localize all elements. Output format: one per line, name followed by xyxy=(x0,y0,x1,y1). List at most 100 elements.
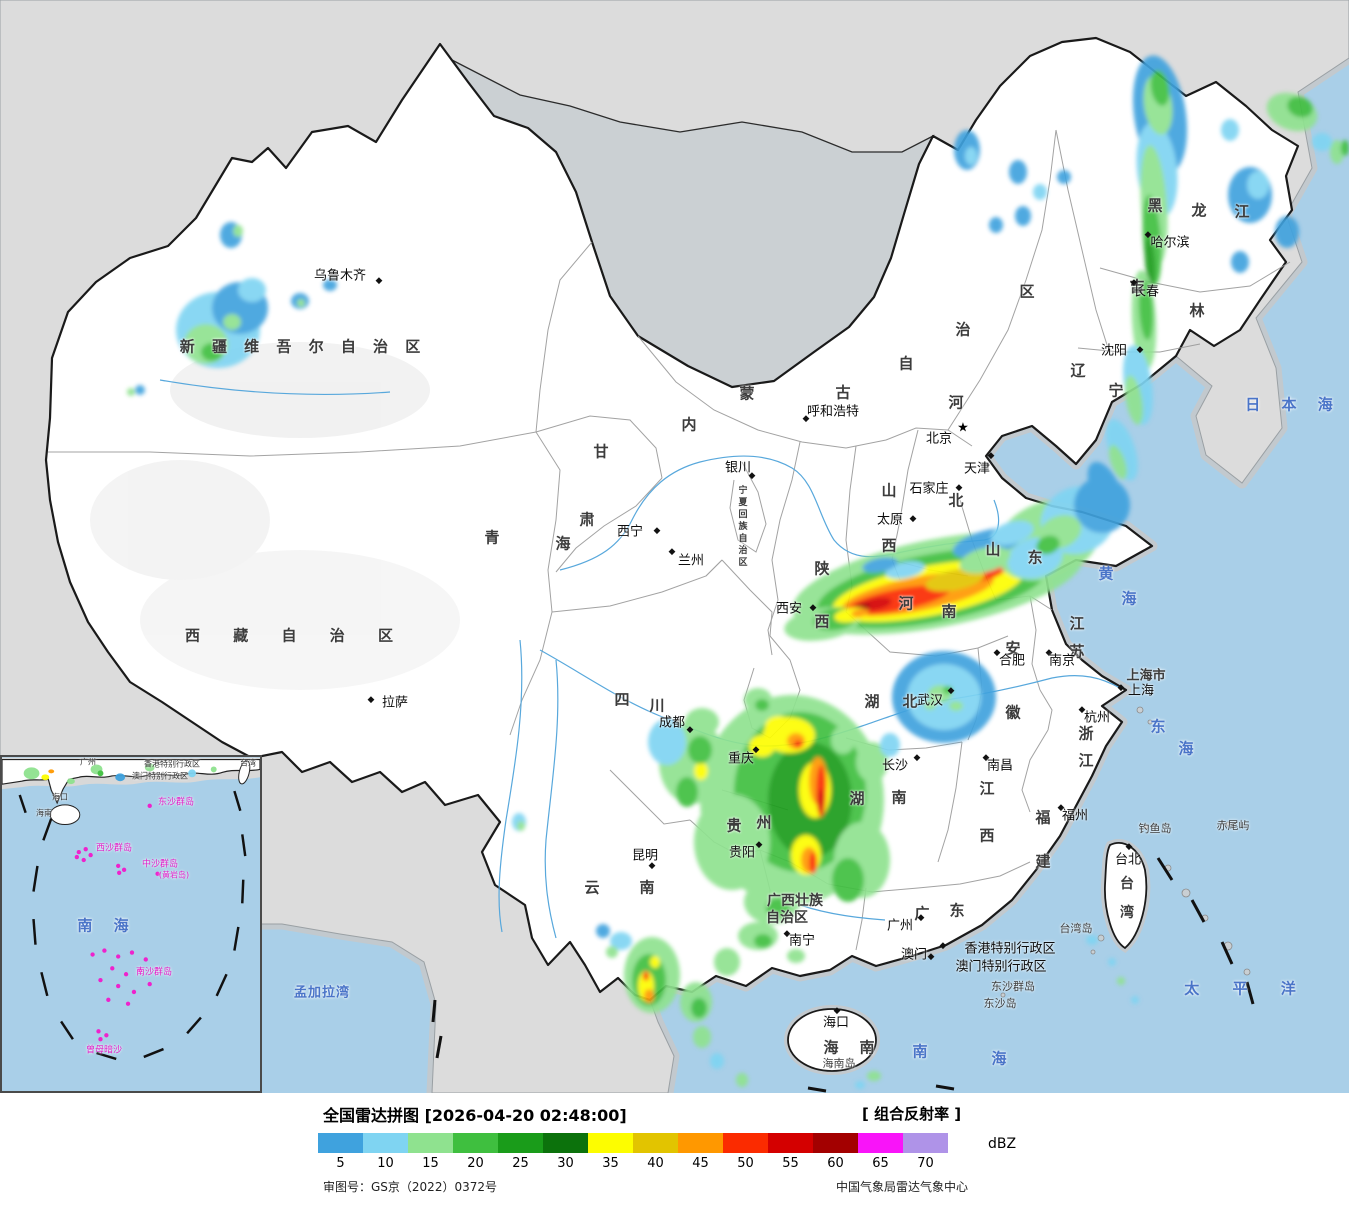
radar-echo-5dbz xyxy=(115,773,126,782)
scale-value-15: 15 xyxy=(422,1156,439,1171)
radar-echo-15dbz xyxy=(1108,444,1128,480)
island-symbol xyxy=(88,852,93,858)
radar-echo-10dbz xyxy=(855,1081,865,1089)
radar-echo-15dbz xyxy=(856,742,888,782)
scale-cell-50 xyxy=(723,1133,768,1153)
inset-china-coast xyxy=(2,758,260,805)
radar-echo-35dbz xyxy=(41,774,50,781)
radar-echo-20dbz xyxy=(832,858,864,902)
scale-cell-25 xyxy=(498,1133,543,1153)
island-symbol xyxy=(121,867,127,873)
island-symbol xyxy=(155,871,160,876)
island-symbol xyxy=(116,983,121,989)
radar-echo-15dbz xyxy=(694,794,770,890)
island-symbol xyxy=(90,952,95,957)
radar-echo-10dbz xyxy=(238,278,266,302)
radar-echo-50dbz xyxy=(643,971,649,981)
radar-echo-10dbz xyxy=(880,733,900,757)
island-symbol xyxy=(110,966,115,971)
province-borders xyxy=(48,129,1291,951)
radar-echo-15dbz xyxy=(1125,375,1143,425)
radar-echo-15dbz xyxy=(66,778,75,785)
radar-echo-10dbz xyxy=(648,719,686,765)
radar-echo-15dbz xyxy=(787,949,805,963)
scale-value-30: 30 xyxy=(557,1156,574,1171)
radar-echo-layer xyxy=(127,55,1349,1089)
radar-echo-5dbz xyxy=(1015,206,1031,226)
scale-cell-5 xyxy=(318,1133,363,1153)
radar-echo-5dbz xyxy=(1275,216,1299,248)
radar-echo-40dbz xyxy=(925,568,985,592)
radar-echo-15dbz xyxy=(210,766,217,773)
inset-dash-line xyxy=(18,790,247,1061)
radar-echo-20dbz xyxy=(97,770,104,777)
scale-value-65: 65 xyxy=(872,1156,889,1171)
radar-echo-25dbz xyxy=(1144,237,1156,287)
island-symbol xyxy=(76,849,81,855)
inset-ocean xyxy=(2,757,260,1091)
radar-echo-10dbz xyxy=(188,769,196,778)
scale-cell-55 xyxy=(768,1133,813,1153)
radar-echo-15dbz xyxy=(517,821,525,831)
island-symbol xyxy=(104,1033,109,1038)
radar-echo-10dbz xyxy=(1106,419,1138,481)
radar-echo-5dbz xyxy=(596,924,610,938)
radar-echo-20dbz xyxy=(201,343,223,361)
radar-echo-15dbz xyxy=(223,314,241,330)
radar-echo-45dbz xyxy=(48,769,55,774)
scale-value-25: 25 xyxy=(512,1156,529,1171)
radar-echo-20dbz xyxy=(1287,96,1313,118)
scale-value-5: 5 xyxy=(336,1156,345,1171)
scale-cell-70 xyxy=(903,1133,948,1153)
radar-echo-15dbz xyxy=(1117,977,1125,985)
inset-radar-echo-layer xyxy=(23,763,217,785)
inset-hainan xyxy=(49,804,81,826)
south-china-sea-inset-map: 南 海西沙群岛 中沙群岛 (黄岩岛) 南沙群岛 曾母暗沙 东沙群岛 广州 香港特别行政区 澳门特… xyxy=(0,755,262,1093)
org-name: 中国气象局雷达气象中心 xyxy=(836,1180,969,1194)
product-name: [ 组合反射率 ] xyxy=(862,1105,962,1123)
radar-echo-20dbz xyxy=(1150,70,1170,106)
radar-echo-20dbz xyxy=(755,699,769,711)
radar-echo-20dbz xyxy=(754,934,772,948)
scale-cell-15 xyxy=(408,1133,453,1153)
radar-echo-45dbz xyxy=(644,989,654,1003)
radar-echo-15dbz xyxy=(1330,140,1344,164)
radar-echo-20dbz xyxy=(943,686,953,694)
radar-echo-10dbz xyxy=(952,682,968,694)
island-symbol xyxy=(129,950,135,955)
island-symbol xyxy=(81,857,86,863)
island-symbol xyxy=(102,948,107,953)
dbz-unit-label: dBZ xyxy=(988,1136,1017,1152)
radar-echo-15dbz xyxy=(297,299,305,307)
radar-echo-15dbz xyxy=(924,700,936,710)
hainan-island xyxy=(784,1005,880,1075)
radar-echo-5dbz xyxy=(1231,251,1249,273)
scale-cell-60 xyxy=(813,1133,858,1153)
island-symbol xyxy=(123,972,129,977)
radar-echo-10dbz xyxy=(1312,133,1332,151)
radar-echo-55dbz xyxy=(818,789,824,813)
radar-echo-15dbz xyxy=(685,708,719,736)
radar-echo-35dbz xyxy=(765,716,793,736)
scale-cell-20 xyxy=(453,1133,498,1153)
radar-echo-45dbz xyxy=(851,608,869,618)
island-symbol xyxy=(125,1001,131,1006)
island-symbol xyxy=(98,977,103,983)
radar-echo-15dbz xyxy=(693,1026,711,1048)
scale-value-10: 10 xyxy=(377,1156,394,1171)
radar-echo-35dbz xyxy=(650,956,660,968)
island-symbol xyxy=(147,803,152,808)
radar-echo-10dbz xyxy=(1033,184,1047,200)
dbz-scale-values: 5 10 15 20 25 30 35 40 45 50 55 60 65 70 xyxy=(318,1156,948,1171)
inset-taiwan xyxy=(238,760,251,785)
radar-echo-5dbz xyxy=(1009,160,1027,184)
radar-echo-10dbz xyxy=(990,520,1034,546)
radar-echo-20dbz xyxy=(1341,140,1349,156)
scale-cell-30 xyxy=(543,1133,588,1153)
radar-echo-15dbz xyxy=(714,948,740,976)
radar-echo-5dbz xyxy=(1057,170,1071,184)
island-symbol xyxy=(137,968,143,973)
radar-echo-10dbz xyxy=(1247,171,1269,199)
taiwan-island xyxy=(1100,839,1151,953)
